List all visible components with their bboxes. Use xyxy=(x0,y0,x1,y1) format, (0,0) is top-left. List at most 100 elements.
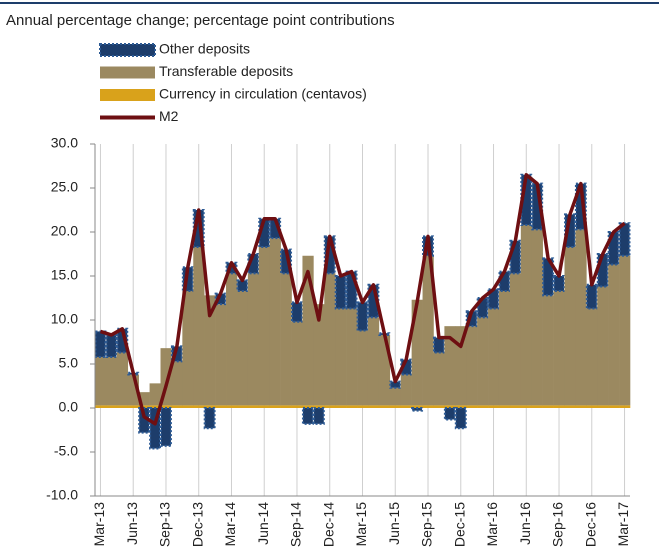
bar-segment xyxy=(389,405,402,408)
bar-segment xyxy=(334,275,347,310)
bar-segment xyxy=(94,330,107,358)
bar-segment xyxy=(95,356,107,406)
bar-segment xyxy=(226,273,238,406)
bar-segment xyxy=(433,352,445,406)
bar-segment xyxy=(193,405,205,408)
bar-segment xyxy=(291,301,303,323)
bar-segment xyxy=(116,352,129,406)
bar-segment xyxy=(346,308,358,406)
bar-segment xyxy=(204,405,216,408)
legend-label: M2 xyxy=(159,108,179,124)
y-tick-label: 10.0 xyxy=(51,311,78,327)
bar-segment xyxy=(215,304,227,406)
bar-segment xyxy=(542,295,554,406)
bar-segment xyxy=(313,304,325,406)
legend-label: Transferable deposits xyxy=(159,63,293,79)
y-tick-label: -10.0 xyxy=(46,487,78,503)
bar-segment xyxy=(116,405,129,408)
bar-segment xyxy=(575,405,587,408)
bar-segment xyxy=(204,295,216,406)
bar-segment xyxy=(301,407,314,425)
bar-segment xyxy=(564,246,576,406)
bar-segment xyxy=(597,286,609,406)
bar-segment xyxy=(520,224,533,406)
bar-segment xyxy=(488,308,500,406)
bar-segment xyxy=(324,273,336,406)
bar-segment xyxy=(335,308,347,406)
y-tick-label: -5.0 xyxy=(54,443,78,459)
bars xyxy=(94,173,631,450)
legend-label: Other deposits xyxy=(159,41,250,57)
bar-segment xyxy=(455,326,467,406)
bar-segment xyxy=(149,405,161,408)
bar-segment xyxy=(160,407,172,447)
x-tick-label: Dec-14 xyxy=(320,502,336,547)
bar-segment xyxy=(477,405,489,408)
bar-segment xyxy=(149,383,161,406)
y-tick-label: 15.0 xyxy=(51,267,78,283)
bar-segment xyxy=(509,273,522,406)
bar-segment xyxy=(171,405,183,408)
bar-segment xyxy=(312,407,325,425)
bar-segment xyxy=(367,317,380,406)
bar-segment xyxy=(193,246,205,406)
bar-segment xyxy=(422,255,434,406)
bar-segment xyxy=(138,392,150,406)
x-tick-label: Sep-15 xyxy=(419,502,435,547)
x-tick-label: Jun-15 xyxy=(386,502,402,545)
y-tick-label: 5.0 xyxy=(59,355,79,371)
bar-segment xyxy=(411,299,423,406)
bar-segment xyxy=(160,405,172,408)
bar-segment xyxy=(400,374,412,406)
bar-segment xyxy=(585,283,598,310)
x-tick-label: Mar-15 xyxy=(353,502,369,547)
legend-swatch xyxy=(99,43,156,57)
bar-segment xyxy=(520,405,533,408)
bar-segment xyxy=(302,405,314,408)
bar-segment xyxy=(443,407,456,421)
bar-segment xyxy=(378,334,391,406)
bar-segment xyxy=(466,326,478,406)
bar-segment xyxy=(454,407,467,430)
bar-segment xyxy=(553,275,565,292)
bar-segment xyxy=(236,290,249,406)
bar-segment xyxy=(619,405,631,408)
y-tick-label: 0.0 xyxy=(59,399,79,415)
x-tick-label: Jun-13 xyxy=(124,502,140,545)
bar-segment xyxy=(619,255,631,406)
bar-segment xyxy=(357,330,369,406)
bar-segment xyxy=(367,405,380,408)
bar-segment xyxy=(258,246,270,406)
bar-segment xyxy=(269,238,281,406)
bar-segment xyxy=(488,405,500,408)
bar-segment xyxy=(138,407,151,434)
bar-segment xyxy=(575,229,587,406)
bar-segment xyxy=(432,336,445,354)
bar-segment xyxy=(597,405,609,408)
bar-segment xyxy=(291,405,303,408)
bar-segment xyxy=(422,405,434,408)
bar-segment xyxy=(444,405,456,408)
bar-segment xyxy=(127,374,139,406)
bar-segment xyxy=(236,405,249,408)
bar-segment xyxy=(356,301,369,332)
bar-segment xyxy=(553,290,565,406)
bar-segment xyxy=(171,361,183,406)
bar-segment xyxy=(357,405,369,408)
bar-segment xyxy=(444,326,456,406)
x-tick-label: Jun-14 xyxy=(255,502,271,545)
y-tick-label: 25.0 xyxy=(51,179,78,195)
bar-segment xyxy=(149,407,162,450)
bar-segment xyxy=(215,405,227,408)
bar-segment xyxy=(531,229,543,406)
bar-segment xyxy=(160,348,172,406)
bar-segment xyxy=(608,405,620,408)
bar-segment xyxy=(280,273,292,406)
bar-segment xyxy=(105,333,118,358)
bar-segment xyxy=(247,273,260,406)
bar-segment xyxy=(433,405,445,408)
bar-segment xyxy=(564,405,576,408)
bar-segment xyxy=(258,405,270,408)
bar-segment xyxy=(105,405,118,408)
